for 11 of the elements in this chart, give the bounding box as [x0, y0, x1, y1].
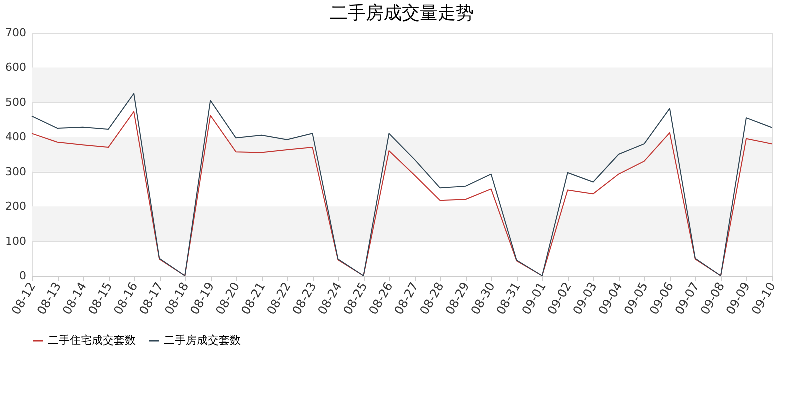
y-tick-label: 500 — [6, 96, 26, 109]
legend-label: 二手住宅成交套数 — [48, 334, 136, 347]
y-tick-label: 700 — [6, 26, 26, 40]
y-tick-label: 0 — [20, 270, 26, 282]
y-tick-label: 600 — [6, 61, 26, 74]
y-tick-label: 400 — [6, 130, 26, 144]
y-tick-label: 100 — [6, 234, 26, 248]
y-tick-label: 200 — [6, 200, 26, 214]
legend-label: 二手房成交套数 — [164, 334, 241, 347]
y-tick-label: 300 — [6, 165, 26, 178]
chart-title: 二手房成交量走势 — [330, 3, 474, 24]
